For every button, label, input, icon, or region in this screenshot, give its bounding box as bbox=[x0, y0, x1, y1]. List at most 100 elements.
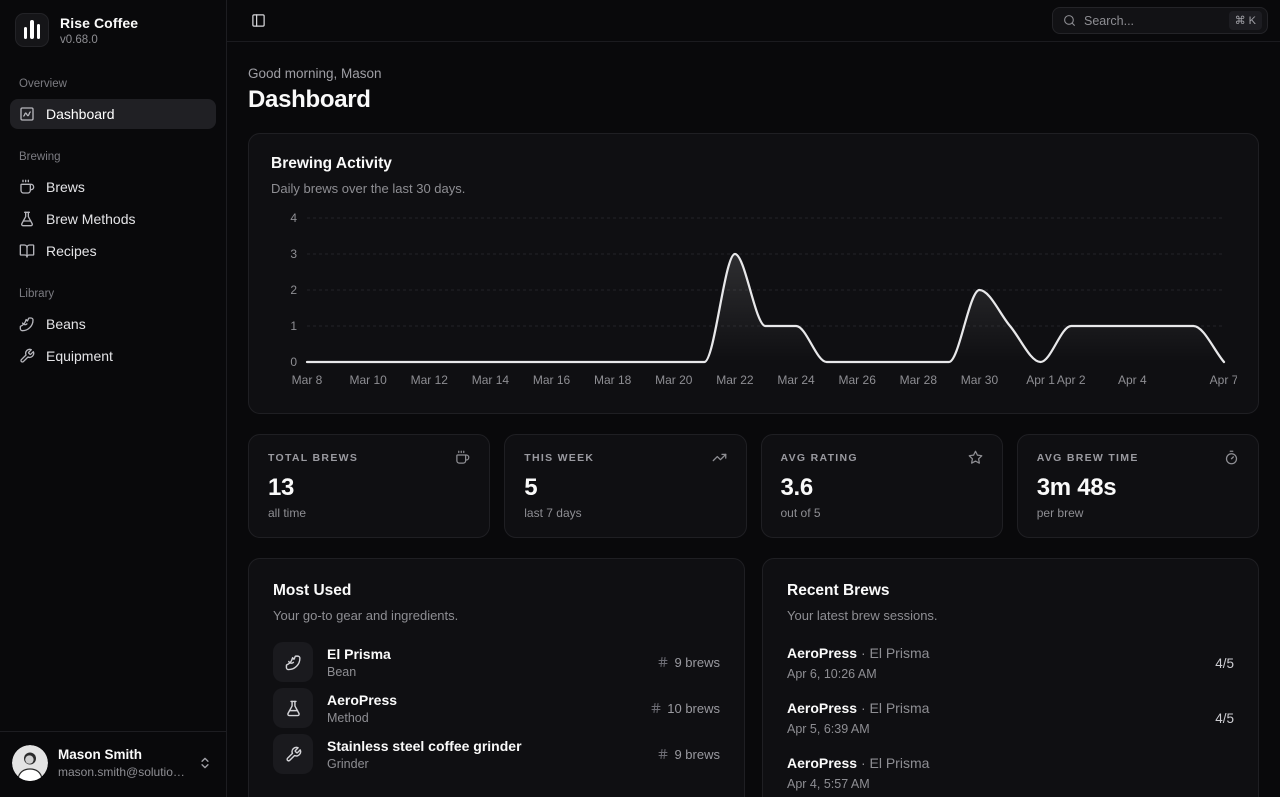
stat-sub: last 7 days bbox=[524, 506, 582, 520]
svg-text:0: 0 bbox=[290, 355, 297, 369]
stat-value: 13 bbox=[268, 474, 295, 501]
item-type: Grinder bbox=[327, 756, 369, 771]
item-name: El Prisma bbox=[327, 645, 391, 662]
flask-icon bbox=[273, 688, 313, 728]
brew-rating: 4/5 bbox=[1215, 710, 1234, 726]
brew-count: 9 brews bbox=[657, 747, 720, 762]
main-area: ⌘ K Good morning, Mason Dashboard Brewin… bbox=[227, 0, 1280, 797]
recent-brews-title: Recent Brews bbox=[787, 582, 890, 599]
user-name: Mason Smith bbox=[58, 747, 143, 762]
hash-icon bbox=[651, 703, 661, 713]
stat-sub: out of 5 bbox=[780, 506, 821, 520]
sidebar-section-brewing: Brewing bbox=[19, 151, 61, 163]
stat-card-avg-rating: AVG RATING 3.6 out of 5 bbox=[760, 434, 1003, 538]
list-item-aeropress[interactable]: AeroPress Method 10 brews bbox=[273, 688, 720, 728]
most-used-title: Most Used bbox=[273, 582, 352, 599]
stat-value: 3.6 bbox=[780, 474, 814, 501]
stat-sub: per brew bbox=[1036, 506, 1084, 520]
sidebar-item-beans[interactable]: Beans bbox=[10, 309, 216, 339]
search-input[interactable] bbox=[1084, 13, 1221, 28]
recent-brews-card: Recent Brews Your latest brew sessions. … bbox=[762, 558, 1259, 797]
sidebar-item-label: Recipes bbox=[46, 243, 97, 259]
brewing-activity-card: Brewing Activity Daily brews over the la… bbox=[248, 133, 1259, 414]
bottom-row: Most Used Your go-to gear and ingredient… bbox=[248, 558, 1259, 797]
list-item-grinder[interactable]: Stainless steel coffee grinder Grinder 9… bbox=[273, 734, 720, 774]
brew-bean: El Prisma bbox=[869, 755, 930, 771]
brew-method: AeroPress bbox=[787, 700, 858, 716]
svg-text:Mar 30: Mar 30 bbox=[961, 373, 999, 387]
chart-title: Brewing Activity bbox=[271, 155, 392, 172]
svg-text:Mar 28: Mar 28 bbox=[900, 373, 938, 387]
coffee-icon bbox=[20, 179, 35, 194]
sidebar-item-brews[interactable]: Brews bbox=[10, 172, 216, 202]
bean-icon bbox=[19, 317, 34, 332]
page-title: Dashboard bbox=[248, 86, 371, 113]
most-used-subtitle: Your go-to gear and ingredients. bbox=[273, 608, 459, 623]
item-type: Method bbox=[327, 710, 369, 725]
brew-date: Apr 5, 6:39 AM bbox=[787, 722, 870, 736]
search-shortcut-badge: ⌘ K bbox=[1228, 11, 1262, 30]
stat-label: AVG BREW TIME bbox=[1036, 451, 1139, 464]
item-name: AeroPress bbox=[327, 691, 398, 708]
svg-text:Mar 18: Mar 18 bbox=[594, 373, 632, 387]
brew-date: Apr 6, 10:26 AM bbox=[787, 667, 877, 681]
stats-row: TOTAL BREWS 13 all time THIS WEEK 5 last… bbox=[248, 434, 1259, 538]
brew-count: 10 brews bbox=[650, 701, 720, 716]
brew-method: AeroPress bbox=[787, 645, 858, 661]
search-icon bbox=[1064, 15, 1075, 26]
sidebar: Rise Coffee v0.68.0 Overview Dashboard B… bbox=[0, 0, 227, 797]
brew-count: 9 brews bbox=[657, 655, 720, 670]
sidebar-section-overview: Overview bbox=[19, 78, 67, 90]
brew-session-row[interactable]: AeroPress · El Prisma Apr 4, 5:57 AM bbox=[787, 755, 930, 791]
chart-icon bbox=[20, 107, 34, 121]
stat-card-this-week: THIS WEEK 5 last 7 days bbox=[504, 434, 747, 538]
sidebar-item-label: Equipment bbox=[46, 348, 113, 364]
sidebar-item-recipes[interactable]: Recipes bbox=[10, 236, 216, 266]
stat-sub: all time bbox=[268, 506, 307, 520]
book-open-icon bbox=[19, 244, 35, 258]
stat-value: 5 bbox=[524, 474, 538, 501]
stat-value: 3m 48s bbox=[1036, 474, 1117, 501]
stat-label: THIS WEEK bbox=[524, 451, 595, 464]
svg-text:Mar 20: Mar 20 bbox=[655, 373, 693, 387]
user-menu[interactable]: Mason Smith mason.smith@solutionops… bbox=[0, 731, 226, 797]
sidebar-item-brew-methods[interactable]: Brew Methods bbox=[10, 204, 216, 234]
brew-date: Apr 4, 5:57 AM bbox=[787, 777, 870, 791]
sidebar-toggle-button[interactable] bbox=[244, 7, 272, 35]
star-icon bbox=[968, 450, 983, 464]
bean-icon bbox=[273, 642, 313, 682]
wrench-icon bbox=[20, 348, 35, 363]
user-email: mason.smith@solutionops… bbox=[58, 765, 188, 779]
brew-method: AeroPress bbox=[787, 755, 858, 771]
sidebar-item-label: Brews bbox=[46, 179, 85, 195]
avatar bbox=[12, 745, 48, 781]
svg-text:Mar 24: Mar 24 bbox=[777, 373, 815, 387]
list-item-el-prisma[interactable]: El Prisma Bean 9 brews bbox=[273, 642, 720, 682]
svg-text:4: 4 bbox=[290, 211, 297, 225]
brew-rating: 4/5 bbox=[1215, 655, 1234, 671]
stat-label: TOTAL BREWS bbox=[268, 451, 359, 464]
recent-brews-subtitle: Your latest brew sessions. bbox=[787, 608, 938, 623]
topbar: ⌘ K bbox=[227, 0, 1280, 42]
svg-text:3: 3 bbox=[290, 247, 297, 261]
sidebar-item-label: Dashboard bbox=[46, 106, 115, 122]
most-used-card: Most Used Your go-to gear and ingredient… bbox=[248, 558, 745, 797]
brew-session-row[interactable]: AeroPress · El Prisma Apr 6, 10:26 AM 4/… bbox=[787, 645, 1234, 681]
search-box[interactable]: ⌘ K bbox=[1052, 7, 1268, 34]
app-name: Rise Coffee bbox=[60, 14, 139, 31]
svg-text:Mar 10: Mar 10 bbox=[349, 373, 387, 387]
stat-card-total-brews: TOTAL BREWS 13 all time bbox=[248, 434, 491, 538]
brew-bean: El Prisma bbox=[869, 645, 930, 661]
svg-text:Mar 22: Mar 22 bbox=[716, 373, 754, 387]
svg-text:Mar 26: Mar 26 bbox=[839, 373, 877, 387]
sidebar-item-equipment[interactable]: Equipment bbox=[10, 341, 216, 371]
trending-up-icon bbox=[712, 453, 726, 462]
wrench-icon bbox=[273, 734, 313, 774]
brew-session-row[interactable]: AeroPress · El Prisma Apr 5, 6:39 AM 4/5 bbox=[787, 700, 1234, 736]
sidebar-item-dashboard[interactable]: Dashboard bbox=[10, 99, 216, 129]
app-logo: Rise Coffee v0.68.0 bbox=[10, 10, 216, 62]
item-type: Bean bbox=[327, 664, 357, 679]
coffee-icon bbox=[456, 450, 470, 464]
svg-text:Apr 1: Apr 1 bbox=[1026, 373, 1055, 387]
